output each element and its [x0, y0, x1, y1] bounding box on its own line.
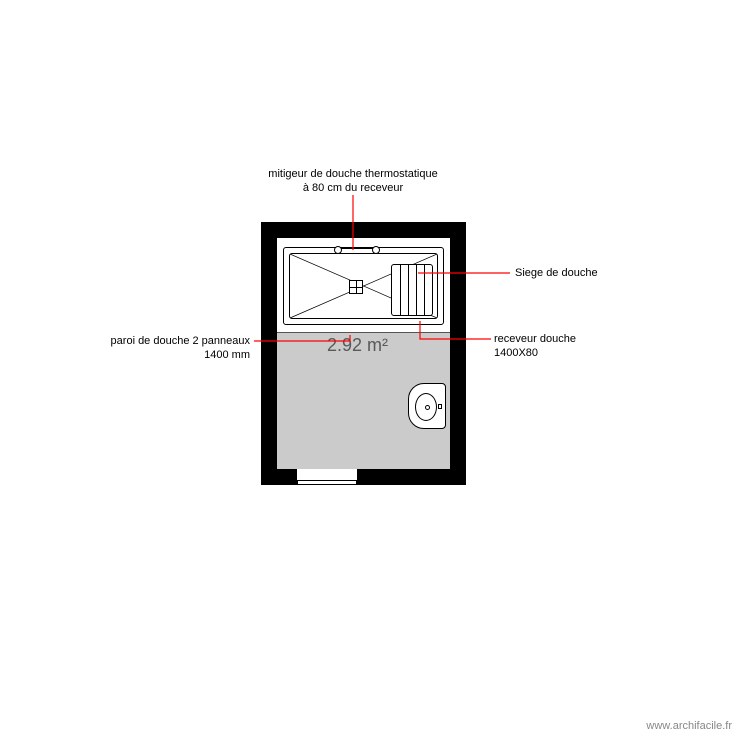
- annot-mixer-line2: à 80 cm du receveur: [303, 182, 403, 194]
- credit-watermark: www.archifacile.fr: [646, 720, 732, 732]
- door-leaf: [297, 480, 357, 485]
- annot-seat-line1: Siege de douche: [515, 267, 598, 279]
- annot-receveur-line1: receveur douche: [494, 333, 576, 345]
- annot-seat: Siege de douche: [515, 267, 598, 281]
- sink-drain: [425, 405, 430, 410]
- annot-receveur: receveur douche 1400X80: [494, 333, 576, 361]
- shower-seat-icon: [391, 264, 433, 316]
- annot-paroi-line1: paroi de douche 2 panneaux: [111, 335, 250, 347]
- mixer-icon: [337, 248, 377, 254]
- area-label: 2.92 m²: [327, 335, 388, 356]
- shower-drain: [349, 280, 363, 294]
- sink-icon: [408, 383, 446, 429]
- sink-tap: [438, 404, 442, 409]
- annot-receveur-line2: 1400X80: [494, 347, 538, 359]
- annot-mixer: mitigeur de douche thermostatique à 80 c…: [268, 168, 437, 196]
- annot-paroi-line2: 1400 mm: [204, 349, 250, 361]
- annot-mixer-line1: mitigeur de douche thermostatique: [268, 168, 437, 180]
- annot-paroi: paroi de douche 2 panneaux 1400 mm: [105, 335, 250, 363]
- shower-zone: [277, 238, 450, 333]
